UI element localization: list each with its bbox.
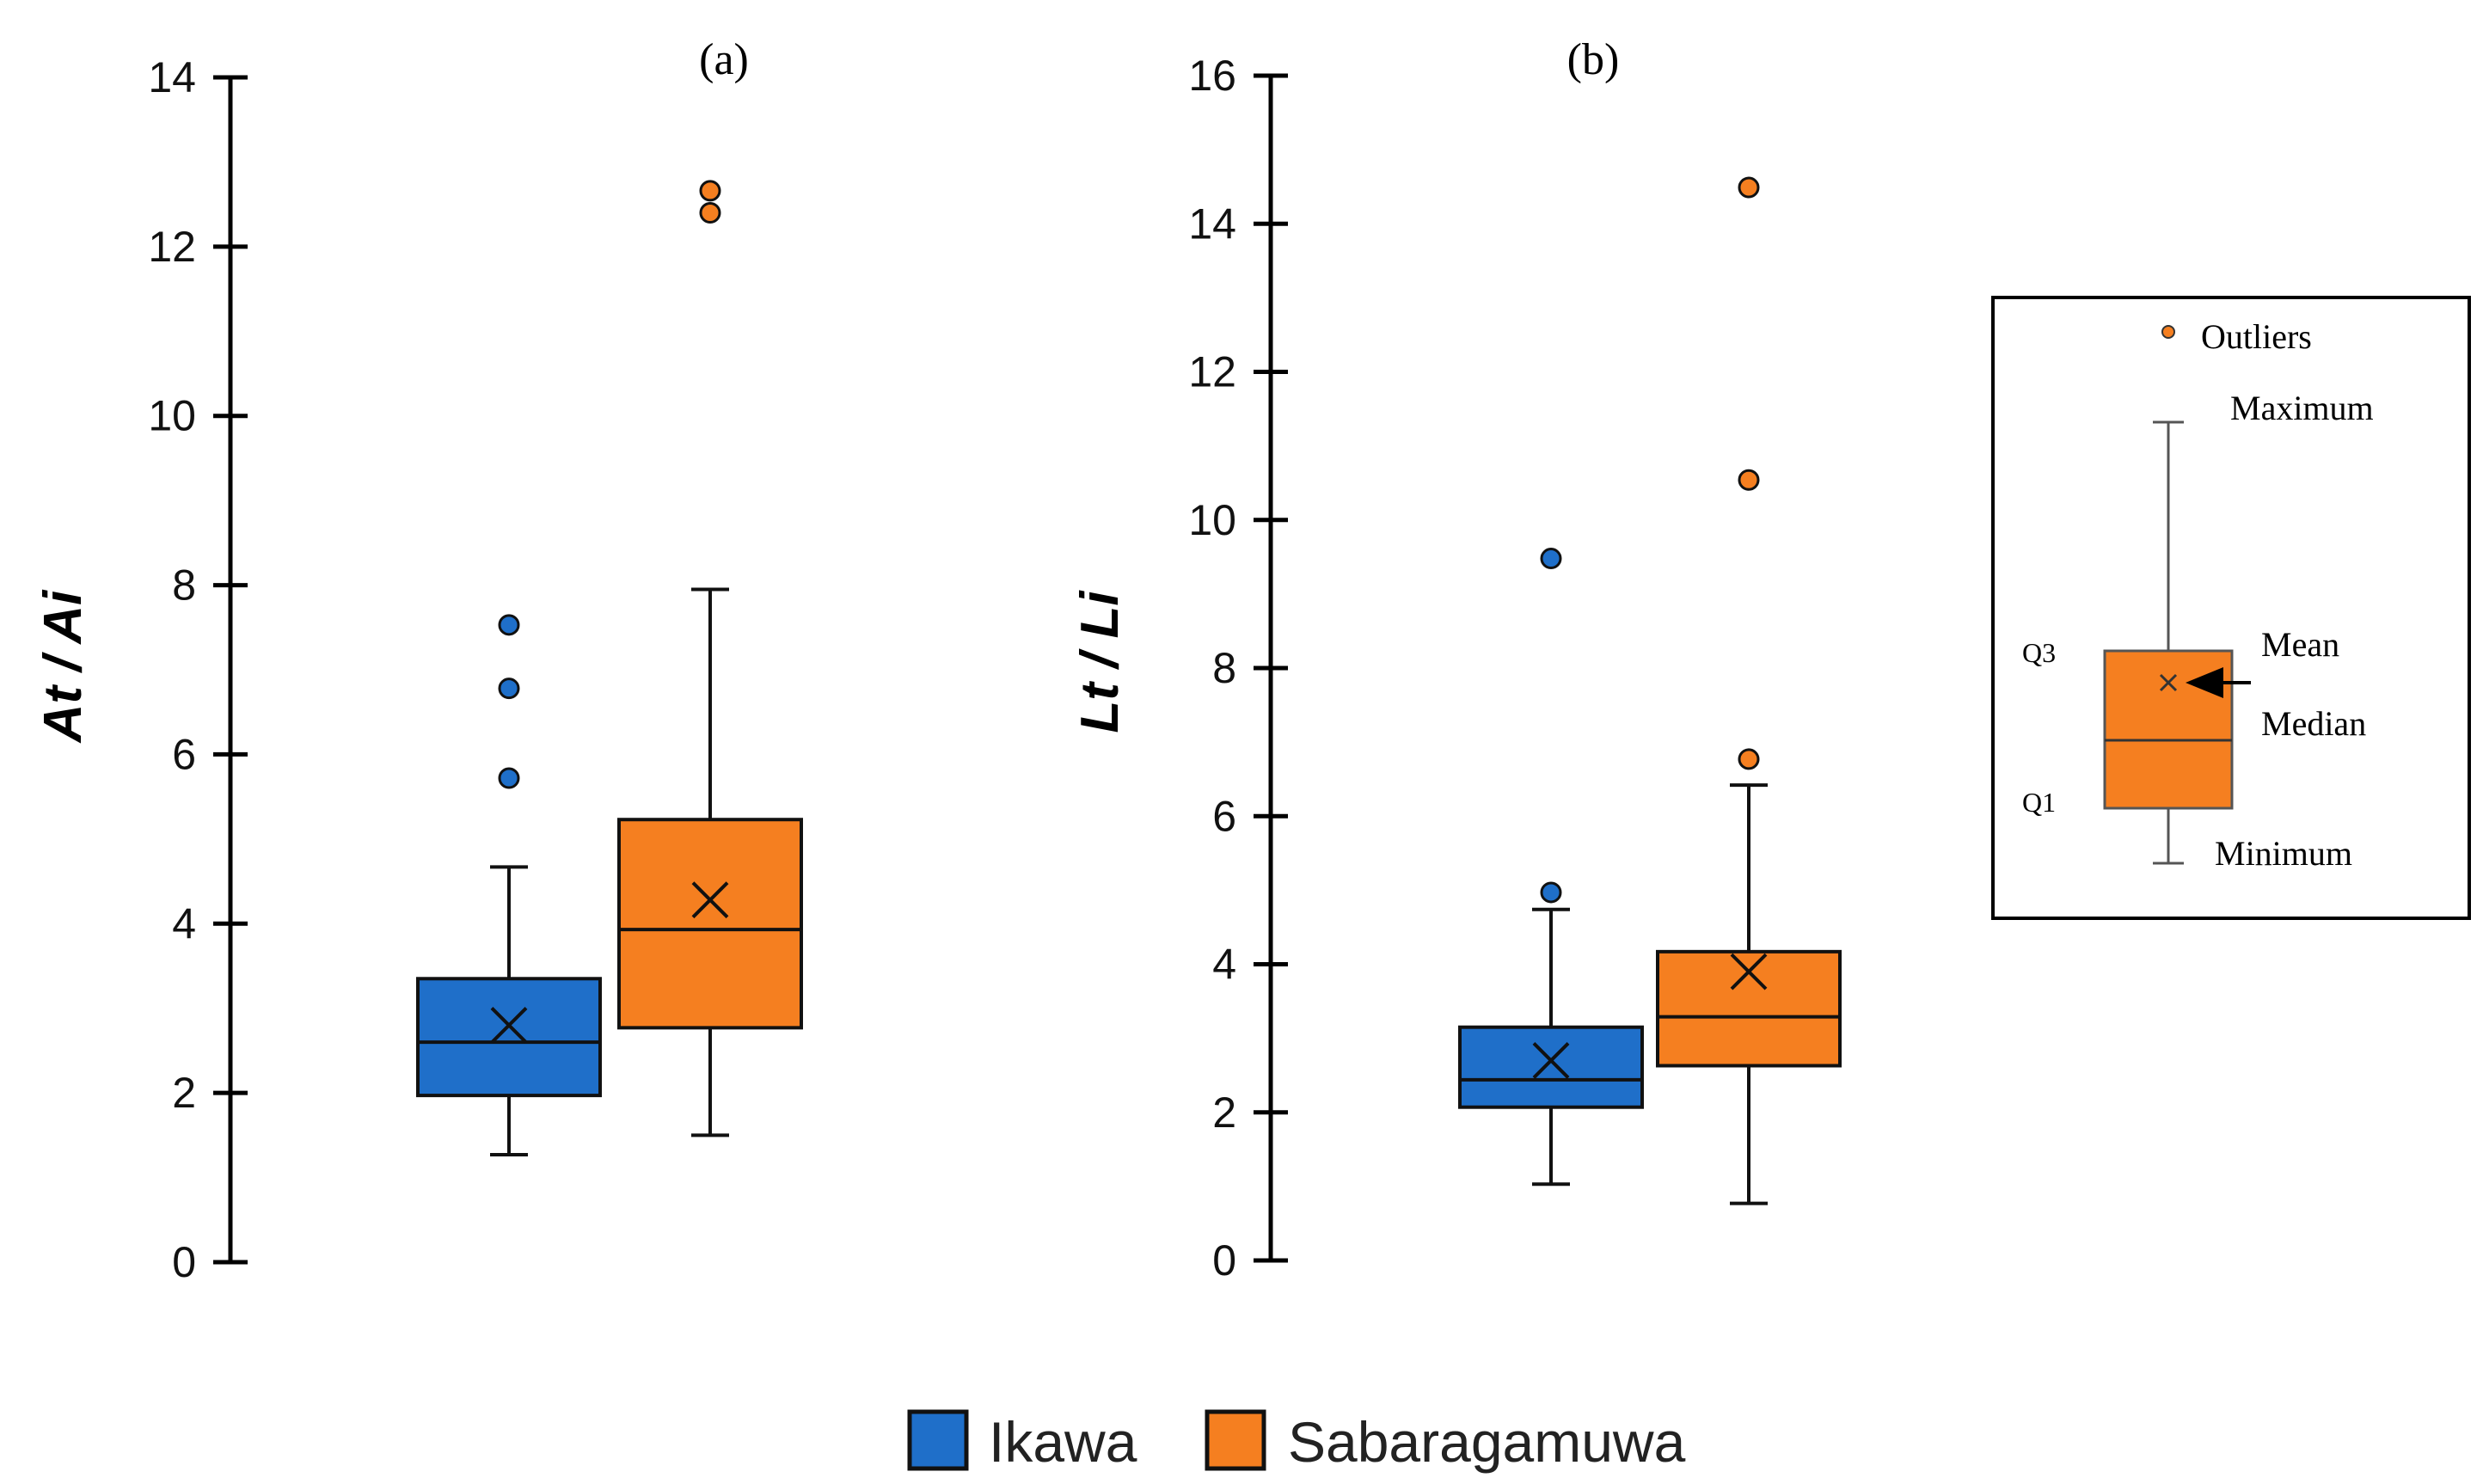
panel-a-y-axis-title: At / Ai — [34, 589, 93, 745]
sabaragamuwa-box — [617, 818, 803, 1030]
key-outliers-label: Outliers — [2201, 317, 2312, 356]
key-q1-label: Q1 — [2022, 787, 2056, 818]
key-median-label: Median — [2261, 704, 2366, 743]
y-tick-label: 14 — [1188, 199, 1236, 248]
ikawa-outlier-point — [498, 767, 520, 789]
y-tick-label: 16 — [1188, 52, 1236, 100]
y-tick-label: 12 — [1188, 348, 1236, 396]
ikawa-box — [416, 977, 602, 1098]
legend-swatch-sabaragamuwa — [1205, 1409, 1266, 1471]
y-tick-label: 2 — [1212, 1088, 1236, 1137]
y-tick-label: 14 — [148, 53, 196, 101]
y-tick-label: 4 — [1212, 941, 1236, 989]
y-tick-label: 10 — [148, 392, 196, 440]
key-mean-label: Mean — [2261, 625, 2339, 664]
y-tick-label: 2 — [172, 1069, 196, 1117]
ikawa-mean-marker — [490, 1006, 528, 1044]
legend-swatch-ikawa — [907, 1409, 969, 1471]
panel-b-label: (b) — [1567, 35, 1620, 84]
sabaragamuwa-mean-marker — [1730, 953, 1768, 990]
y-tick-label: 0 — [1212, 1236, 1236, 1285]
key-mean-marker — [2159, 673, 2178, 692]
ikawa-mean-marker — [1532, 1042, 1570, 1079]
ikawa-outlier-point — [498, 614, 520, 636]
key-maximum-label: Maximum — [2230, 389, 2374, 427]
key-q3-label: Q3 — [2022, 637, 2056, 668]
y-tick-label: 12 — [148, 223, 196, 271]
y-tick-label: 4 — [172, 899, 196, 947]
sabaragamuwa-outlier-point — [699, 180, 721, 202]
sabaragamuwa-outlier-point — [699, 201, 721, 224]
key-minimum-label: Minimum — [2215, 834, 2352, 873]
key-arrow-icon — [2186, 667, 2223, 698]
key-outlier-dot — [2161, 325, 2175, 339]
y-tick-label: 8 — [1212, 644, 1236, 692]
y-tick-label: 8 — [172, 561, 196, 610]
y-tick-label: 6 — [1212, 792, 1236, 840]
legend-label-sabaragamuwa: Sabaragamuwa — [1288, 1410, 1686, 1474]
y-tick-label: 6 — [172, 730, 196, 778]
y-tick-label: 10 — [1188, 496, 1236, 544]
legend-label-ikawa: Ikawa — [989, 1410, 1137, 1474]
y-tick-label: 0 — [172, 1238, 196, 1286]
panel-b-plot: 0 2 4 6 8 10 12 14 16 — [1188, 52, 1842, 1285]
panel-a-plot: 0 2 4 6 8 10 12 14 — [148, 53, 803, 1286]
legend: Ikawa Sabaragamuwa — [907, 1409, 1686, 1474]
sabaragamuwa-outlier-point — [1738, 469, 1760, 491]
sabaragamuwa-outlier-point — [1738, 748, 1760, 770]
sabaragamuwa-mean-marker — [691, 881, 729, 919]
sabaragamuwa-outlier-point — [1738, 176, 1760, 199]
ikawa-outlier-point — [1540, 881, 1562, 904]
ikawa-outlier-point — [498, 678, 520, 700]
sabaragamuwa-box — [1656, 949, 1842, 1068]
panel-a-label: (a) — [699, 35, 749, 84]
box-plot-key: Outliers Maximum Q3 Mean Median Q1 Minim… — [1991, 296, 2471, 920]
ikawa-box — [1458, 1025, 1644, 1109]
key-frame — [1991, 296, 2471, 920]
ikawa-outlier-point — [1540, 548, 1562, 570]
panel-b-y-axis-title: Lt / Li — [1070, 590, 1130, 733]
